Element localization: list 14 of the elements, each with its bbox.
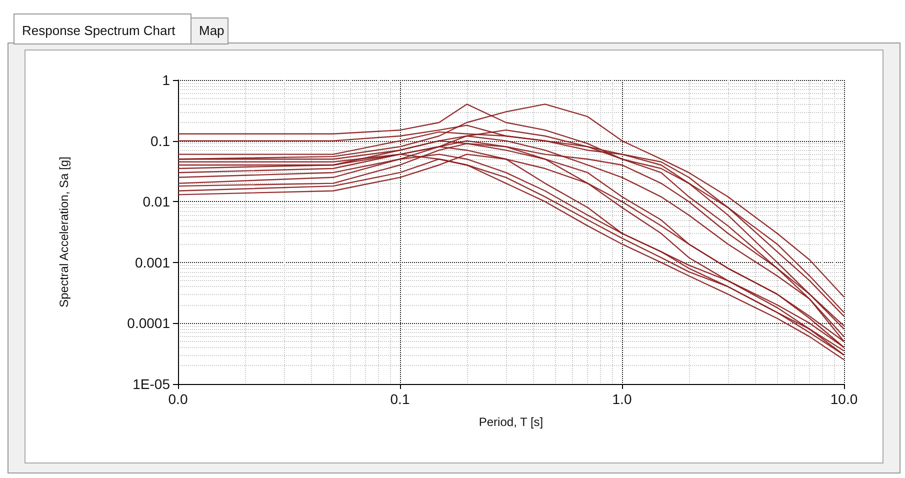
y-tick-label: 0.001 (134, 254, 170, 270)
text: Map (199, 23, 224, 38)
x-tick-label: 1.0 (612, 391, 632, 407)
y-tick-label: 1 (162, 72, 170, 88)
x-tick-label: 0.1 (390, 391, 410, 407)
x-tick-label: 0.0 (168, 391, 188, 407)
y-tick-label: 0.0001 (127, 315, 170, 332)
y-tick-label: 0.1 (150, 132, 170, 149)
x-axis-title: Period, T [s] (478, 415, 544, 429)
x-tick-label: 10.0 (830, 391, 858, 407)
y-tick-label: 0.01 (142, 194, 170, 210)
text: Response Spectrum Chart (22, 23, 176, 38)
y-axis-title: Spectral Acceleration, Sa [g] (57, 156, 71, 308)
y-tick-label: 1E-05 (132, 376, 170, 392)
